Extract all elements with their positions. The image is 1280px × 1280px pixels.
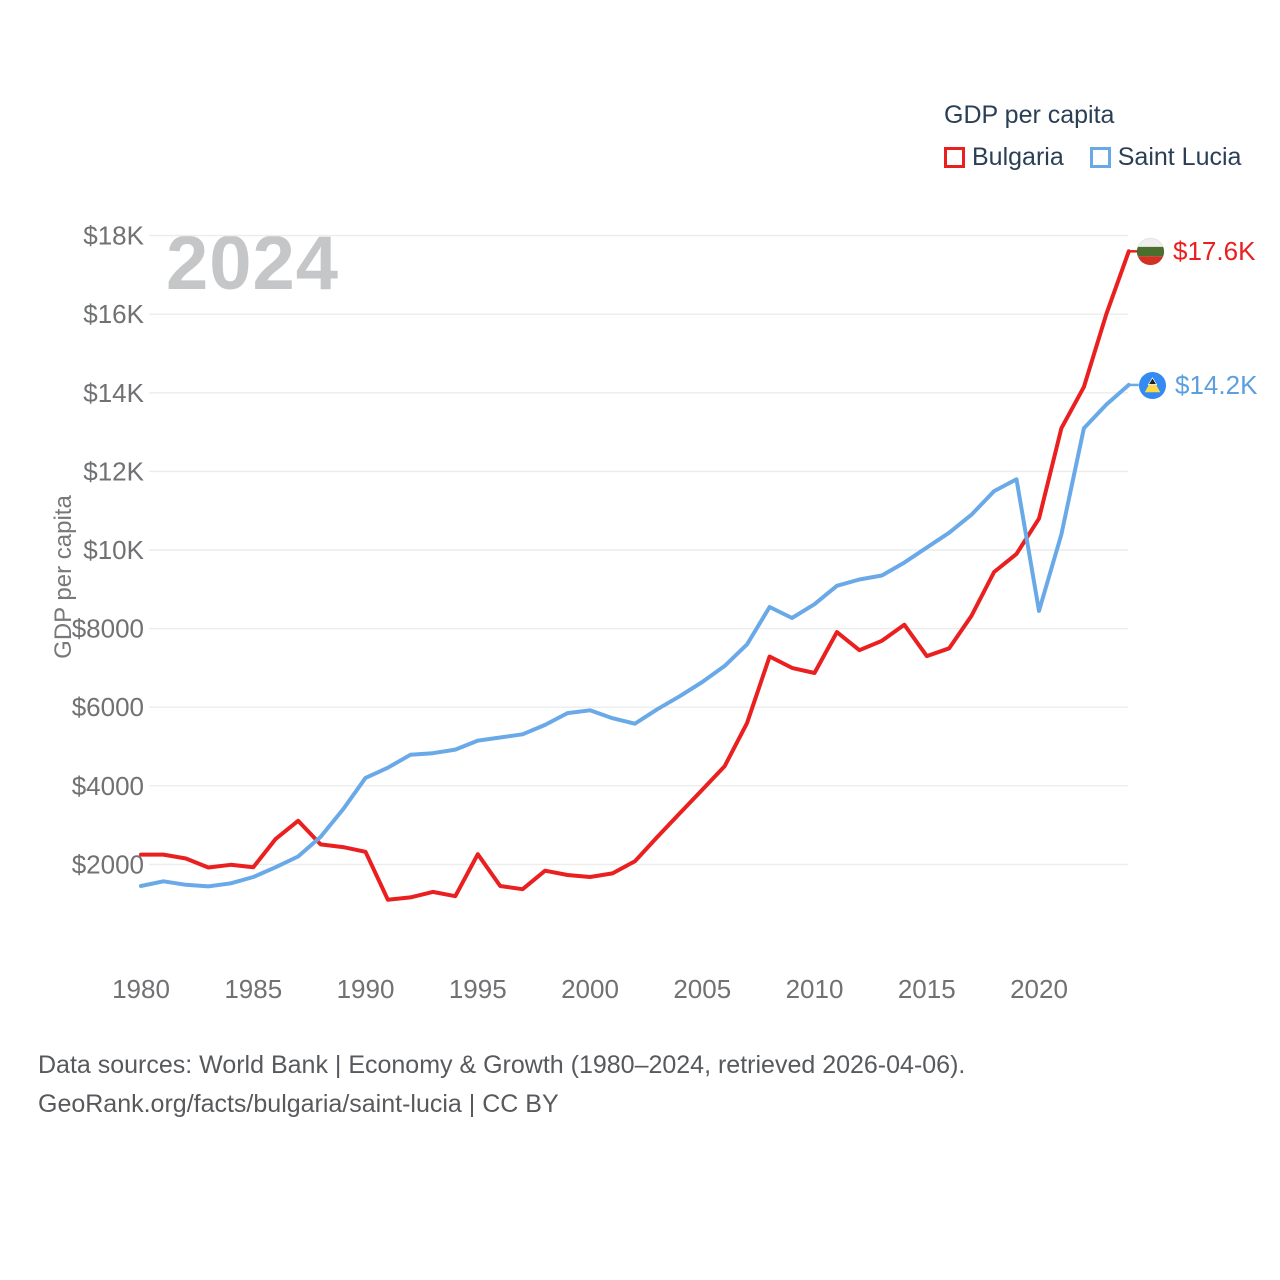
x-tick-label: 2020 [1010, 974, 1068, 1004]
x-tick-label: 2000 [561, 974, 619, 1004]
bulgaria-flag-icon [1136, 237, 1165, 265]
saint-lucia-end-label: $14.2K [1138, 370, 1257, 400]
x-tick-label: 1990 [337, 974, 395, 1004]
y-tick-label: $14K [83, 378, 144, 408]
bulgaria-end-label: $17.6K [1136, 236, 1255, 266]
y-tick-label: $10K [83, 535, 144, 565]
x-tick-label: 1980 [112, 974, 170, 1004]
x-tick-label: 2015 [898, 974, 956, 1004]
legend-title: GDP per capita [944, 101, 1115, 129]
bulgaria-end-value: $17.6K [1173, 235, 1256, 266]
saint-lucia-end-value: $14.2K [1175, 369, 1258, 400]
y-tick-label: $6000 [72, 692, 144, 722]
saint-lucia-line [139, 382, 1131, 889]
x-tick-label: 2005 [673, 974, 731, 1004]
watermark-year: 2024 [166, 221, 340, 306]
y-tick-label: $16K [83, 299, 144, 329]
legend-item-bulgaria: Bulgaria [944, 143, 1064, 172]
footer-link-text: GeoRank.org/facts/bulgaria/saint-lucia |… [38, 1090, 559, 1118]
y-tick-label: $8000 [72, 614, 144, 644]
legend-label-bulgaria: Bulgaria [972, 143, 1064, 171]
y-tick-label: $2000 [72, 849, 144, 879]
y-tick-label: $4000 [72, 771, 144, 801]
footer-data-sources: Data sources: World Bank | Economy & Gro… [38, 1051, 966, 1079]
y-tick-label: $18K [83, 221, 144, 251]
saint-lucia-flag-icon [1138, 371, 1167, 399]
footer-attribution: Data sources: World Bank | Economy & Gro… [38, 1046, 965, 1124]
legend-items: Bulgaria Saint Lucia [944, 143, 1241, 172]
saint-lucia-swatch-icon [1089, 147, 1111, 168]
x-tick-label: 1985 [224, 974, 282, 1004]
gdp-line-chart: $2000 $4000 $6000 $8000 $10K $12K $14K $16K $18K… [72, 221, 1139, 1004]
y-tick-label: $12K [83, 456, 144, 486]
legend-label-saint-lucia: Saint Lucia [1117, 143, 1242, 171]
bulgaria-line [139, 249, 1131, 902]
x-tick-label: 1995 [449, 974, 507, 1004]
bulgaria-swatch-icon [944, 147, 965, 168]
legend-item-saint-lucia: Saint Lucia [1089, 143, 1242, 172]
x-tick-label: 2010 [786, 974, 844, 1004]
chart-legend: GDP per capita Bulgaria Saint Lucia [944, 101, 1241, 172]
